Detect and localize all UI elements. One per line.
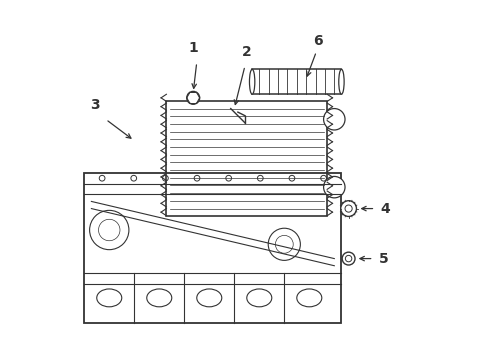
Circle shape <box>257 175 263 181</box>
Circle shape <box>341 201 356 216</box>
Circle shape <box>90 210 129 249</box>
Text: 6: 6 <box>314 34 323 48</box>
Text: 1: 1 <box>188 41 198 55</box>
Circle shape <box>98 219 120 241</box>
Text: 5: 5 <box>379 252 389 266</box>
Bar <box>252 69 342 94</box>
Circle shape <box>226 175 232 181</box>
Circle shape <box>187 91 199 104</box>
Circle shape <box>99 175 105 181</box>
Bar <box>167 102 327 216</box>
Ellipse shape <box>97 289 122 307</box>
Circle shape <box>345 255 352 262</box>
Ellipse shape <box>197 289 222 307</box>
Circle shape <box>131 175 137 181</box>
Bar <box>84 173 342 323</box>
Ellipse shape <box>339 69 344 94</box>
Circle shape <box>163 175 168 181</box>
Circle shape <box>268 228 300 260</box>
Text: 3: 3 <box>90 98 100 112</box>
Circle shape <box>275 235 293 253</box>
Circle shape <box>194 175 200 181</box>
Circle shape <box>289 175 295 181</box>
Text: 4: 4 <box>381 202 391 216</box>
Ellipse shape <box>147 289 172 307</box>
Circle shape <box>342 252 355 265</box>
Ellipse shape <box>247 289 272 307</box>
Circle shape <box>345 205 352 212</box>
Ellipse shape <box>249 69 255 94</box>
Circle shape <box>323 176 345 198</box>
Circle shape <box>321 175 326 181</box>
Text: 2: 2 <box>242 45 252 59</box>
Ellipse shape <box>297 289 322 307</box>
Circle shape <box>323 109 345 130</box>
